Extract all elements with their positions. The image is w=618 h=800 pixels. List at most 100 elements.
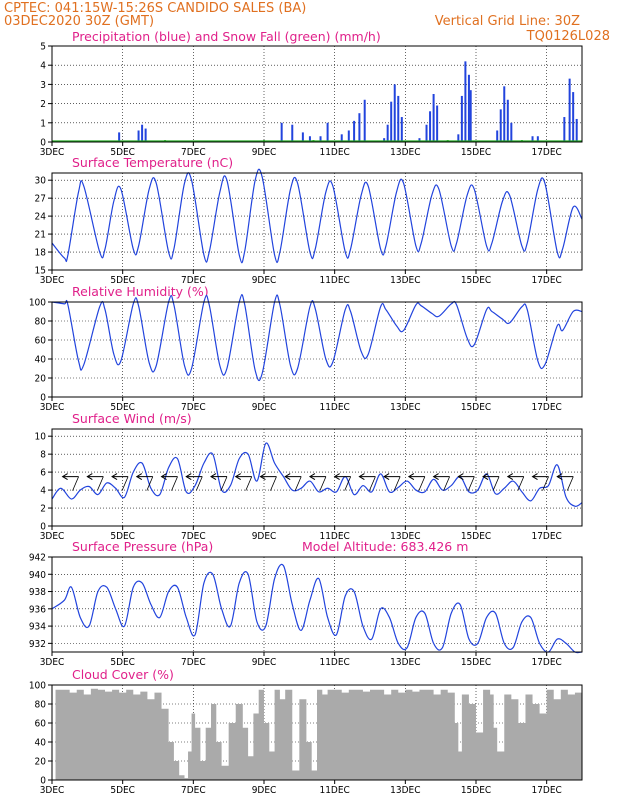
x-tick-label: 13DEC [390,785,420,796]
wind-arrow-tail [344,476,352,491]
x-tick-label: 13DEC [390,402,420,413]
wind-arrow-head [432,473,439,481]
x-tick-label: 5DEC [110,785,135,796]
temperature-title: Surface Temperature (nC) [72,155,233,170]
wind-arrow-head [259,473,266,481]
wind-arrow-head [234,473,241,481]
wind-panel: Surface Wind (m/s) 0 2 4 6 8 10 3DEC 5DEC 7DEC 9D… [35,411,583,542]
x-tick-label: 5DEC [110,275,135,286]
y-tick-label: 24 [35,212,47,223]
wind-arrow-tail [443,476,450,491]
wind-arrow-head [284,473,291,481]
wind-arrow-tail [146,476,154,491]
x-tick-label: 3DEC [40,785,65,796]
precipitation-bar [301,132,304,142]
x-tick-label: 15DEC [461,275,491,286]
cloud-cover-area [52,688,582,780]
wind-arrow-head [383,473,390,481]
x-tick-label: 11DEC [319,147,349,158]
wind-arrow-head [210,473,217,481]
humidity-title: Relative Humidity (%) [72,284,209,299]
wind-arrow-tail [245,476,253,491]
humidity-panel: Relative Humidity (%) 0 20 40 60 80 100 3DEC 5D… [29,284,583,413]
x-tick-label: 9DEC [252,785,277,796]
wind-arrow-head [482,473,489,481]
x-tick-label: 15DEC [461,402,491,413]
header-date: 03DEC2020 30Z (GMT) [4,14,154,29]
precipitation-panel: Precipitation (blue) and Snow Fall (gree… [40,29,583,158]
precipitation-title: Precipitation (blue) and Snow Fall (gree… [72,29,381,44]
precipitation-bar [429,111,432,142]
x-tick-label: 11DEC [319,402,349,413]
precipitation-bar [496,130,499,142]
y-tick-label: 0 [40,776,46,787]
precipitation-bar [319,136,322,142]
y-tick-label: 30 [35,176,47,187]
x-tick-label: 17DEC [531,275,561,286]
precipitation-bar [137,130,140,142]
y-tick-label: 934 [29,622,46,633]
x-tick-label: 17DEC [531,657,561,668]
wind-arrow-tail [195,476,203,491]
x-tick-label: 7DEC [181,657,206,668]
x-tick-label: 7DEC [181,275,206,286]
y-tick-label: 18 [35,248,47,259]
pres-series-line [51,563,583,654]
precipitation-bar [353,120,356,142]
y-tick-label: 80 [35,317,47,328]
precipitation-bar [393,84,396,142]
y-tick-label: 27 [35,194,46,205]
snowfall-bar [263,140,265,142]
precipitation-bar [326,122,329,142]
precipitation-bar [141,124,144,142]
cloud-frame [51,684,583,781]
x-tick-label: 9DEC [252,147,277,158]
y-tick-label: 80 [35,700,47,711]
precip-frame [51,45,583,143]
precipitation-bar [572,92,575,142]
wind-title: Surface Wind (m/s) [72,411,192,426]
x-tick-label: 7DEC [181,147,206,158]
header-station: CPTEC: 041:15W-15:26S CANDIDO SALES (BA) [4,1,306,16]
wind-arrow-tail [294,476,302,491]
x-tick-label: 13DEC [390,531,420,542]
x-tick-label: 3DEC [40,657,65,668]
temp-frame [51,172,583,271]
y-tick-label: 940 [29,570,46,581]
y-tick-label: 8 [40,450,46,461]
snowfall-bar [312,140,315,142]
y-tick-label: 4 [40,61,46,72]
x-tick-label: 15DEC [461,657,491,668]
precipitation-bar [383,138,386,142]
wind-arrow-head [135,473,143,481]
x-tick-label: 17DEC [531,147,561,158]
precipitation-bar [291,124,294,142]
precipitation-bar [575,118,578,142]
x-tick-label: 3DEC [40,531,65,542]
precipitation-bar [118,132,121,142]
wind-arrow-head [556,473,563,481]
x-tick-label: 15DEC [461,147,491,158]
wind-arrow-tail [369,476,376,491]
header-code: TQ0126L028 [526,29,610,44]
wind-arrow-tail [418,476,426,491]
wind-arrow-tail [270,476,277,491]
pressure-title: Surface Pressure (hPa) [72,539,213,554]
x-tick-label: 17DEC [531,785,561,796]
wind-arrow-tail [220,476,228,491]
precipitation-bar [536,136,539,142]
precipitation-bar [308,136,311,142]
x-tick-label: 15DEC [461,531,491,542]
wind-arrow-tail [492,476,500,491]
cloud-panel: Cloud Cover (%) 0 20 40 60 80 100 3DEC 5DEC 7DEC… [29,667,583,796]
precipitation-bar [464,61,467,142]
precipitation-bar [436,105,439,142]
wind-arrow-head [86,473,93,481]
precipitation-bar [280,122,283,142]
y-tick-label: 40 [35,738,47,749]
x-tick-label: 7DEC [181,402,206,413]
precipitation-bar [506,99,509,142]
snowfall-bar [446,140,449,142]
precipitation-bar [503,86,506,142]
